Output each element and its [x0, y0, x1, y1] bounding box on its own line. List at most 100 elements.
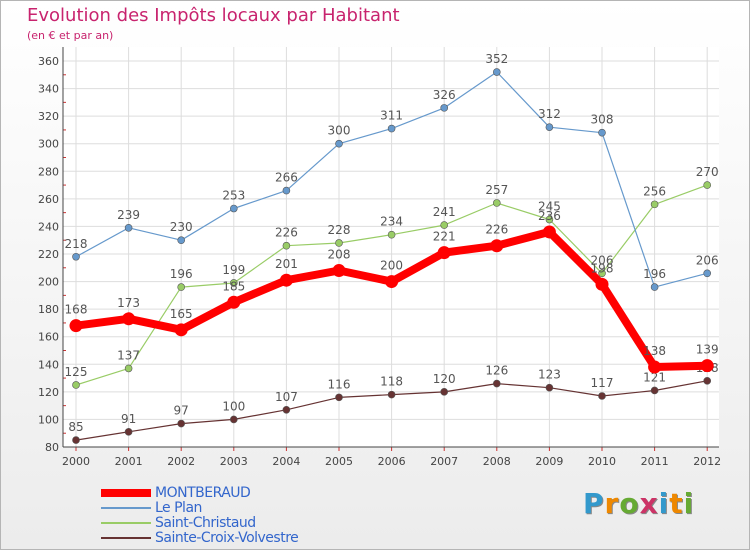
data-label: 91 [121, 412, 136, 426]
logo-letter: x [639, 487, 659, 520]
data-point [700, 359, 714, 373]
data-point [124, 224, 133, 232]
data-point [124, 428, 133, 436]
x-tick-label-2003: 2003 [220, 455, 248, 468]
plot-area [63, 47, 719, 447]
x-tick-label-2002: 2002 [167, 455, 195, 468]
data-label: 97 [174, 404, 189, 418]
data-label: 326 [433, 88, 456, 102]
data-label: 199 [222, 263, 245, 277]
data-point [122, 312, 136, 326]
data-label: 196 [170, 267, 193, 281]
x-tick-label-2001: 2001 [115, 455, 143, 468]
data-label: 270 [696, 165, 719, 179]
data-label: 196 [643, 267, 666, 281]
y-tick-label-300: 300 [38, 138, 59, 151]
logo-letter: t [669, 487, 684, 520]
data-point [595, 277, 609, 291]
data-label: 201 [275, 257, 298, 271]
data-point [72, 381, 80, 389]
x-tick-label-2004: 2004 [272, 455, 300, 468]
data-label: 311 [380, 109, 403, 123]
data-label: 138 [643, 344, 666, 358]
data-label: 116 [328, 377, 351, 391]
data-label: 100 [222, 399, 245, 413]
data-point [387, 390, 396, 399]
data-point [492, 379, 501, 388]
data-label: 137 [117, 348, 140, 362]
data-point [703, 181, 712, 189]
x-tick-label-2007: 2007 [430, 455, 458, 468]
data-point [335, 239, 343, 247]
data-point [332, 264, 346, 278]
legend-swatch [101, 537, 151, 539]
legend-label: MONTBERAUD [155, 485, 251, 501]
legend-label: Sainte-Croix-Volvestre [155, 530, 299, 546]
data-point [440, 104, 449, 112]
data-label: 241 [433, 205, 456, 219]
data-label: 312 [538, 107, 561, 121]
data-label: 123 [538, 368, 561, 382]
data-point [69, 319, 83, 333]
data-point [387, 124, 396, 133]
data-point [598, 269, 606, 278]
data-label: 352 [485, 52, 508, 66]
data-point [437, 246, 451, 260]
data-label: 239 [117, 208, 140, 222]
data-point [72, 436, 80, 444]
data-point [440, 388, 449, 396]
y-tick-label-280: 280 [38, 165, 59, 178]
data-label: 165 [170, 307, 193, 321]
data-label: 206 [696, 253, 719, 267]
data-label: 226 [485, 223, 508, 237]
data-label: 107 [275, 390, 298, 404]
data-point [598, 128, 606, 137]
data-label: 226 [275, 226, 298, 240]
legend-label: Le Plan [155, 500, 202, 516]
data-label: 256 [643, 184, 666, 198]
chart-subtitle: (en € et par an) [27, 29, 114, 42]
data-point [650, 386, 659, 395]
y-tick-label-160: 160 [38, 331, 59, 344]
data-point [177, 283, 185, 291]
data-label: 125 [65, 365, 88, 379]
data-point [282, 186, 291, 195]
logo-letter: i [658, 487, 670, 520]
data-point [174, 323, 188, 337]
data-point [545, 123, 554, 131]
data-label: 168 [65, 303, 88, 317]
legend-swatch [101, 522, 151, 524]
legend-swatch [101, 507, 151, 509]
y-tick-label-100: 100 [38, 413, 59, 426]
data-point [177, 419, 185, 428]
x-tick-label-2009: 2009 [535, 455, 563, 468]
data-point [492, 68, 501, 76]
data-point [490, 239, 504, 253]
data-label: 208 [328, 248, 351, 262]
data-label: 236 [538, 209, 561, 223]
data-label: 218 [65, 237, 88, 251]
data-point [335, 139, 343, 148]
data-point [230, 279, 238, 287]
data-point [72, 252, 80, 261]
x-tick-label-2005: 2005 [325, 455, 353, 468]
legend-swatch [101, 489, 151, 497]
logo-letter: P [583, 487, 605, 520]
data-label: 300 [328, 124, 351, 138]
y-tick-label-260: 260 [38, 193, 59, 206]
data-point [650, 200, 659, 209]
data-label: 173 [117, 296, 140, 310]
data-point [387, 230, 396, 239]
data-label: 200 [380, 259, 403, 273]
x-tick-label-2011: 2011 [641, 455, 669, 468]
data-point [598, 392, 606, 400]
data-point [545, 383, 554, 392]
y-tick-label-220: 220 [38, 248, 59, 261]
data-label: 221 [433, 230, 456, 244]
data-label: 185 [222, 279, 245, 293]
data-point [230, 415, 238, 424]
y-tick-label-360: 360 [38, 55, 59, 68]
y-tick-label-180: 180 [38, 303, 59, 316]
logo-letter: i [683, 487, 695, 520]
